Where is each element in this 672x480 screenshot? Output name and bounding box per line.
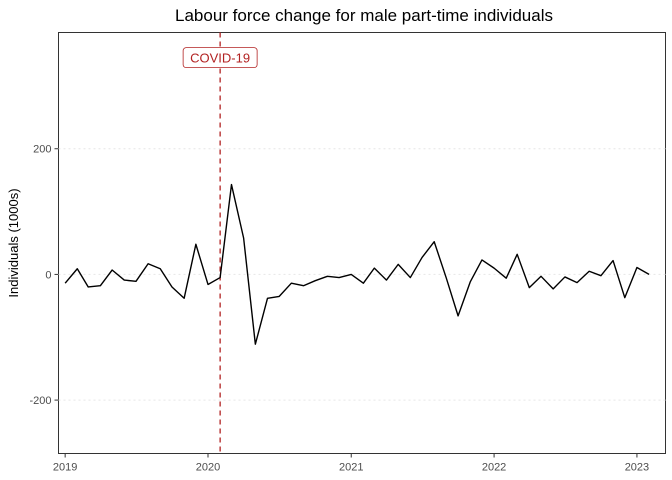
data-point	[445, 277, 447, 279]
data-point	[267, 297, 269, 299]
data-point	[540, 275, 542, 277]
data-point	[111, 269, 113, 271]
data-point	[362, 282, 364, 284]
series-line	[64, 183, 650, 345]
data-point	[433, 241, 435, 243]
y-tick-label: 0	[45, 269, 51, 281]
data-point	[505, 277, 507, 279]
series-layer	[64, 183, 650, 345]
y-axis-title: Individuals (1000s)	[6, 188, 21, 297]
plot-panel	[58, 32, 666, 454]
x-tick-label: 2022	[482, 462, 506, 474]
data-point	[421, 257, 423, 259]
data-point	[326, 275, 328, 277]
data-point	[290, 282, 292, 284]
covid-label-box	[182, 47, 258, 69]
data-point	[195, 243, 197, 245]
axis-layer: 200 0 -200 2019 2020 2021 2022 2023	[29, 144, 649, 474]
y-tick-label: 200	[33, 144, 51, 156]
data-point	[636, 267, 638, 269]
data-point	[183, 297, 185, 299]
data-point	[303, 285, 305, 287]
data-point	[278, 296, 280, 298]
x-tick-label: 2021	[339, 462, 363, 474]
y-tick-label: -200	[29, 395, 51, 407]
data-point	[219, 277, 221, 279]
x-tick-label: 2023	[625, 462, 649, 474]
x-tick-label: 2019	[53, 462, 77, 474]
data-point	[600, 275, 602, 277]
data-point	[87, 286, 89, 288]
data-point	[231, 184, 233, 186]
data-point	[493, 267, 495, 269]
data-point	[373, 267, 375, 269]
data-point	[147, 263, 149, 265]
chart-title: Labour force change for male part-time i…	[175, 6, 553, 25]
data-point	[243, 237, 245, 239]
data-point	[207, 284, 209, 286]
data-point	[76, 268, 78, 270]
covid-label-text: COVID-19	[190, 51, 250, 66]
data-point	[386, 279, 388, 281]
data-point	[99, 285, 101, 287]
data-point	[564, 276, 566, 278]
data-point	[314, 280, 316, 282]
grid-layer	[58, 148, 666, 401]
data-point	[612, 260, 614, 262]
data-point	[64, 282, 66, 284]
data-point	[469, 281, 471, 283]
data-point	[528, 287, 530, 289]
data-point	[588, 270, 590, 272]
data-point	[409, 277, 411, 279]
data-point	[624, 297, 626, 299]
data-point	[516, 253, 518, 255]
data-point	[254, 343, 256, 345]
data-point	[576, 282, 578, 284]
x-tick-label: 2020	[196, 462, 220, 474]
data-point	[397, 263, 399, 265]
annotation-layer: COVID-19	[182, 32, 258, 454]
data-point	[552, 288, 554, 290]
data-point	[135, 280, 137, 282]
data-point	[350, 274, 352, 276]
data-point	[123, 279, 125, 281]
data-point	[481, 259, 483, 261]
data-point	[338, 277, 340, 279]
data-point	[171, 286, 173, 288]
data-point	[648, 274, 650, 276]
data-point	[159, 268, 161, 270]
data-point	[457, 315, 459, 317]
